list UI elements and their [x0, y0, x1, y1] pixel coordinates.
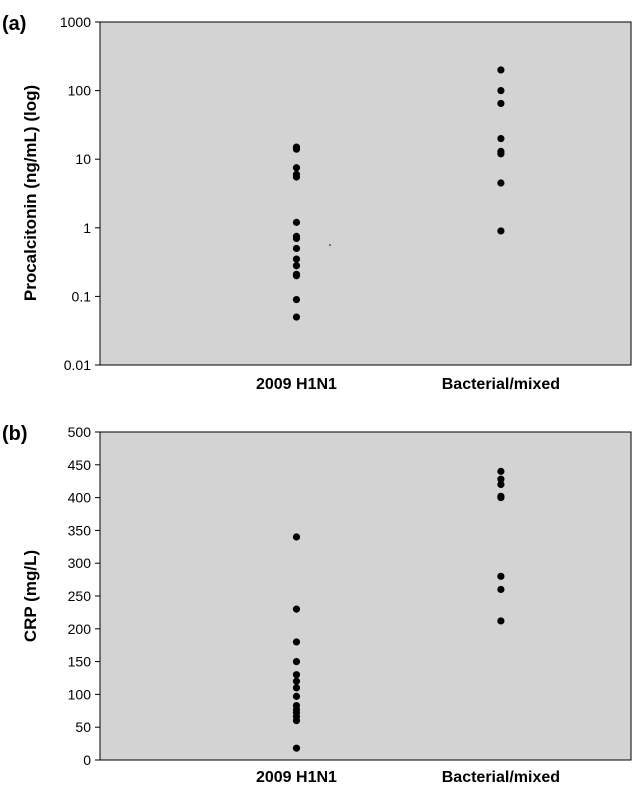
data-point [292, 658, 301, 666]
x-category-label: 2009 H1N1 [256, 769, 337, 786]
x-category-label: Bacterial/mixed [442, 769, 560, 786]
data-point [292, 218, 301, 226]
data-point [497, 150, 505, 158]
data-point [292, 684, 301, 692]
data-point [292, 272, 301, 280]
y-tick-label: 100 [68, 83, 92, 99]
data-points-a [292, 66, 505, 321]
data-point [497, 572, 505, 580]
y-axis-title-a: Procalcitonin (ng/mL) (log) [21, 85, 40, 301]
y-tick-label: 450 [68, 457, 92, 473]
data-point [292, 717, 301, 725]
y-tick-label: 350 [68, 522, 92, 538]
panel-label-b: (b) [2, 423, 28, 445]
data-point [292, 744, 301, 752]
y-tick-label: 50 [75, 719, 91, 735]
data-point [292, 638, 301, 646]
chart-panel-a: (a) Procalcitonin (ng/mL) (log) 0.01 0.1 1… [2, 13, 632, 393]
data-point [292, 145, 301, 153]
data-point [497, 179, 505, 187]
y-tick-label: 1 [83, 220, 91, 236]
y-axis-ticks-b: 0 50 100 150 200 250 300 350 400 450 500 [68, 424, 100, 768]
data-point [292, 313, 301, 321]
data-point [292, 295, 301, 304]
data-point [497, 617, 505, 625]
data-point [292, 533, 301, 541]
stray-mark-a [329, 244, 331, 246]
data-point [497, 494, 505, 502]
panel-label-a: (a) [2, 13, 26, 35]
data-point [292, 262, 301, 270]
data-point [497, 134, 505, 143]
data-point [292, 244, 301, 253]
y-tick-label: 0.1 [72, 288, 92, 304]
y-tick-label: 500 [68, 424, 92, 440]
data-point [497, 227, 505, 235]
y-tick-label: 300 [68, 555, 92, 571]
y-tick-label: 200 [68, 621, 92, 637]
data-point [292, 164, 301, 172]
x-axis-categories-a: 2009 H1N1 Bacterial/mixed [256, 376, 560, 393]
y-axis-title-b: CRP (mg/L) [21, 550, 40, 642]
x-axis-categories-b: 2009 H1N1 Bacterial/mixed [256, 769, 560, 786]
x-category-label: 2009 H1N1 [256, 376, 337, 393]
y-tick-label: 100 [68, 686, 92, 702]
data-point [497, 66, 505, 74]
y-axis-ticks-a: 0.01 0.1 1 10 100 1000 [60, 14, 100, 373]
data-points-b [292, 467, 505, 752]
data-point [497, 87, 505, 95]
data-point [292, 692, 301, 700]
y-tick-label: 400 [68, 490, 92, 506]
data-point [292, 255, 301, 263]
x-category-label: Bacterial/mixed [442, 376, 560, 393]
plot-area-a [99, 21, 632, 366]
y-tick-label: 0 [83, 752, 91, 768]
y-tick-label: 150 [68, 654, 92, 670]
data-point [497, 475, 505, 483]
data-point [497, 99, 505, 108]
y-tick-label: 250 [68, 588, 92, 604]
data-point [292, 677, 301, 685]
data-point [292, 234, 301, 243]
chart-panel-b: (b) CRP (mg/L) 0 50 100 150 200 250 300 350 400 4… [2, 423, 632, 786]
y-tick-label: 1000 [60, 14, 91, 30]
plot-area-b [99, 431, 632, 761]
data-point [292, 671, 301, 679]
data-point [292, 605, 301, 613]
data-point [292, 173, 301, 181]
data-point [497, 480, 505, 489]
y-tick-label: 10 [75, 151, 91, 167]
y-tick-label: 0.01 [64, 357, 91, 373]
data-point [497, 467, 505, 475]
data-point [497, 585, 505, 594]
